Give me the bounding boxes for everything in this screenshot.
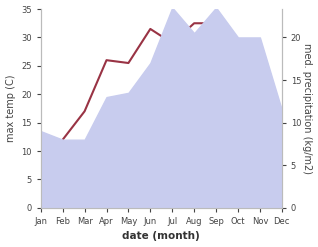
Y-axis label: med. precipitation (kg/m2): med. precipitation (kg/m2) (302, 43, 313, 174)
Y-axis label: max temp (C): max temp (C) (5, 75, 16, 142)
X-axis label: date (month): date (month) (122, 231, 200, 242)
